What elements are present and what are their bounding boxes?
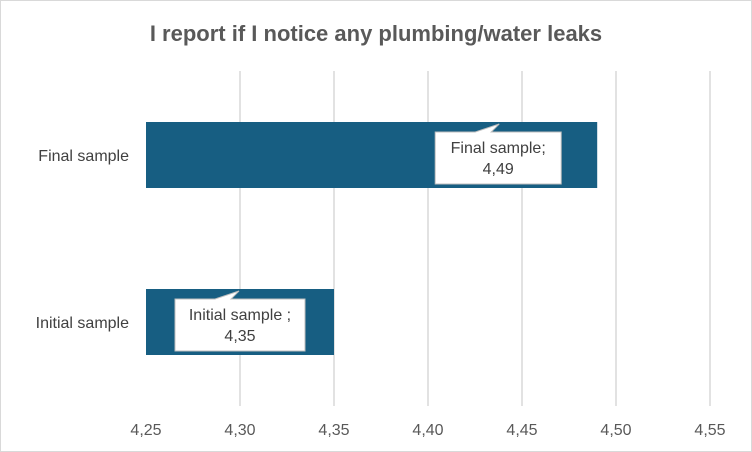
data-label: Final sample; 4,49: [434, 123, 562, 185]
gridlines: [239, 71, 711, 406]
chart-title: I report if I notice any plumbing/water …: [150, 21, 602, 46]
data-label: Initial sample ; 4,35: [174, 290, 306, 352]
data-label-box: [174, 290, 306, 352]
data-label-series: Initial sample ;: [189, 307, 291, 324]
x-tick-label: 4,25: [130, 422, 161, 439]
x-tick-label: 4,45: [506, 422, 537, 439]
category-label: Final sample: [38, 148, 129, 165]
data-label-value: 4,49: [483, 161, 514, 178]
x-tick-label: 4,55: [694, 422, 725, 439]
data-label-box: [434, 123, 562, 185]
data-label-value: 4,35: [224, 328, 255, 345]
data-label-series: Final sample;: [451, 140, 546, 157]
x-tick-label: 4,40: [412, 422, 443, 439]
x-tick-label: 4,50: [600, 422, 631, 439]
x-tick-label: 4,35: [318, 422, 349, 439]
data-labels: Final sample; 4,49 Initial sample ; 4,35: [174, 123, 562, 352]
x-axis-tick-labels: 4,25 4,30 4,35 4,40 4,45 4,50 4,55: [130, 422, 725, 439]
category-label: Initial sample: [36, 315, 129, 332]
x-tick-label: 4,30: [224, 422, 255, 439]
category-labels: Final sample Initial sample: [36, 148, 129, 332]
